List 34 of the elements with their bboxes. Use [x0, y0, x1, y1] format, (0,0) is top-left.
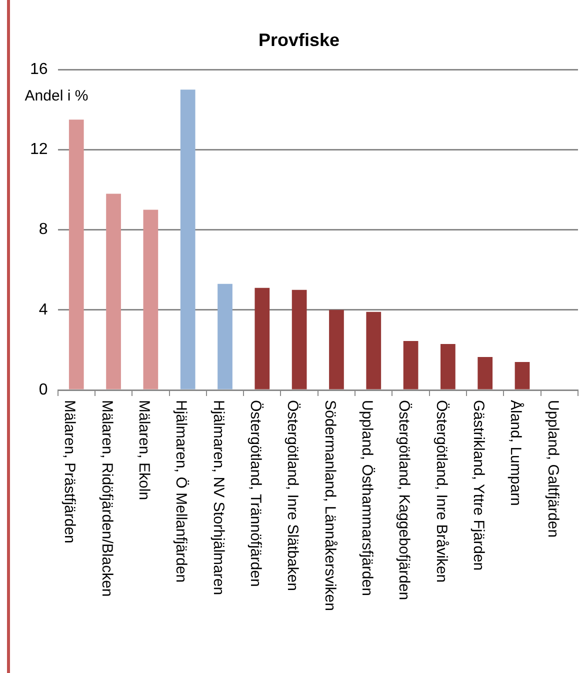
y-axis-title: Andel i % — [24, 88, 88, 105]
x-tick-label: Åland, Lumparn — [507, 400, 526, 506]
bar — [218, 284, 232, 390]
x-tick-label: Mälaren, Prästfjärden — [61, 400, 78, 544]
y-tick-label: 16 — [30, 61, 48, 78]
bar — [254, 288, 270, 390]
x-tick-label: Östergötland, Trännöfjärden — [247, 400, 264, 587]
x-tick-label: Uppland, Östhammarsfjärden — [358, 400, 376, 596]
bar — [403, 340, 418, 390]
chart-title: Provfiske — [258, 30, 340, 50]
x-tick-label: Östergötland, Kaggebofjärden — [396, 400, 413, 600]
bar — [478, 356, 493, 390]
x-tick-label: Mälaren, Ekoln — [136, 400, 153, 500]
y-tick-label: 4 — [38, 301, 48, 318]
y-tick-label: 8 — [38, 221, 48, 238]
bar — [366, 312, 382, 390]
bar — [440, 344, 456, 390]
bar — [329, 310, 344, 390]
bar — [106, 194, 121, 390]
x-tick-label: Hjälmaren, Ö Mellanfjärden — [172, 400, 190, 583]
x-tick-label: Östergötland, Inre Bråviken — [432, 400, 450, 583]
x-tick-label: Mälaren, Ridöfjärden/Blacken — [98, 400, 116, 597]
x-tick-label: Hjälmaren, NV Storhjälmaren — [210, 400, 227, 596]
y-tick-label: 0 — [38, 381, 48, 398]
x-tick-label: Södermanland, Lännåkersviken — [321, 400, 338, 611]
x-tick-label: Östergötland, Inre Slätbaken — [284, 400, 302, 591]
bar — [143, 210, 158, 390]
y-tick-label: 12 — [30, 141, 48, 158]
bar — [68, 120, 84, 390]
x-tick-label: Gästrikland, Yttre Fjärden — [470, 400, 487, 571]
x-tick-label: Uppland, Galtfjärden — [544, 400, 562, 538]
bar — [292, 290, 307, 390]
bar — [514, 362, 530, 390]
bar — [180, 90, 196, 390]
